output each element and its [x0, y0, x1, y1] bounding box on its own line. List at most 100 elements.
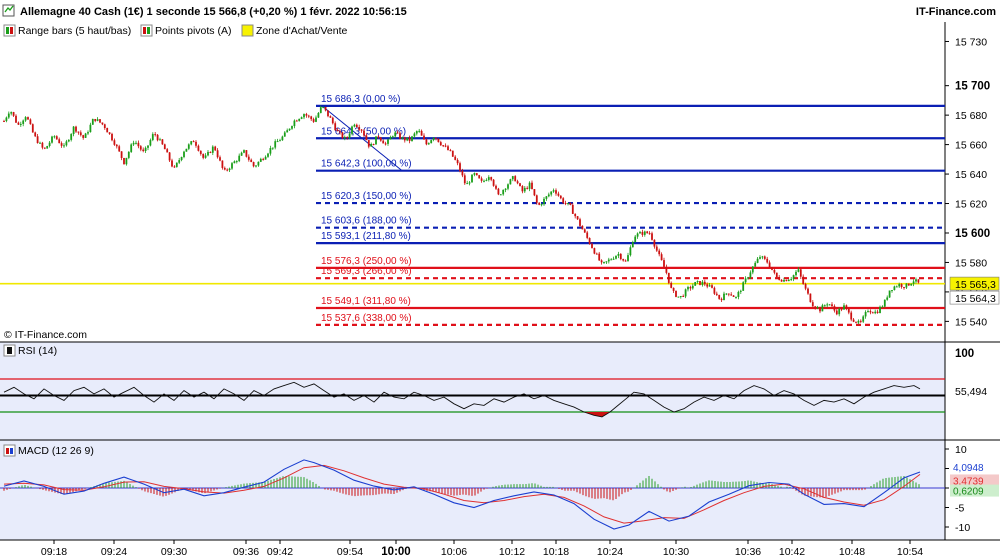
candle-body	[730, 294, 733, 296]
candle-body	[483, 180, 485, 182]
candle-body	[600, 260, 603, 263]
macd-tick-label: 10	[955, 444, 967, 456]
candle-body	[377, 136, 380, 138]
candle-body	[365, 135, 368, 141]
candle-body	[207, 151, 209, 156]
candle-body	[156, 134, 159, 141]
candle-body	[759, 257, 761, 259]
candle-body	[835, 310, 838, 315]
candle-body	[437, 138, 440, 143]
candle-body	[665, 266, 668, 273]
candle-body	[415, 131, 418, 134]
candle-body	[504, 188, 507, 190]
candle-body	[742, 282, 745, 291]
candle-body	[787, 279, 790, 282]
histogram-value-label-tag	[950, 484, 999, 497]
candle-body	[814, 306, 817, 308]
candle-body	[679, 295, 682, 297]
candle-body	[727, 293, 730, 295]
candle-body	[175, 162, 178, 167]
candle-body	[802, 276, 805, 285]
candle-body	[111, 133, 113, 141]
candle-body	[687, 287, 689, 290]
candle-body	[408, 137, 411, 141]
candle-body	[183, 151, 185, 158]
candle-body	[893, 286, 896, 291]
candle-body	[420, 130, 423, 136]
candle-body	[732, 295, 735, 298]
macd-icon	[3, 444, 16, 457]
rsi-tick-label: 100	[955, 348, 974, 360]
candle-body	[185, 148, 188, 152]
candle-body	[75, 126, 77, 132]
rsi-panel: RSI (14) 100 55,494	[0, 341, 1000, 440]
candle-body	[773, 269, 776, 273]
candle-body	[744, 278, 747, 283]
candle-body	[511, 176, 514, 180]
current-price-tag	[949, 276, 1000, 291]
candle-body	[550, 191, 553, 195]
candle-body	[823, 305, 826, 307]
candle-body	[624, 260, 627, 262]
x-tick-label: 10:36	[735, 546, 761, 558]
candle-body	[291, 126, 293, 129]
candle-body	[250, 159, 253, 163]
legend-label-pivot-points: Points pivots (A)	[155, 25, 231, 37]
macd-tick-label: -5	[955, 503, 964, 515]
candle-body	[312, 119, 315, 122]
candle-body	[130, 144, 133, 152]
candle-body	[571, 204, 574, 214]
candle-body	[22, 120, 25, 124]
price-tick-label: 15 580	[955, 257, 987, 269]
x-tick-label: 10:06	[441, 546, 467, 558]
candle-body	[516, 181, 519, 184]
candle-body	[341, 132, 344, 139]
candle-body	[137, 142, 140, 147]
candle-body	[588, 237, 591, 244]
candle-body	[41, 142, 44, 148]
candle-body	[552, 190, 555, 192]
candle-body	[123, 157, 125, 165]
candle-body	[24, 117, 27, 121]
candle-body	[751, 266, 754, 273]
candle-body	[747, 277, 749, 279]
candle-body	[389, 137, 392, 140]
fib-level-label: 15 576,3 (250,00 %)	[321, 256, 412, 267]
candle-body	[247, 156, 250, 160]
rsi-line	[3, 381, 921, 418]
range-bars-icon-bear	[10, 27, 13, 34]
candle-body	[883, 299, 886, 307]
legend-item-buy-sell-zone[interactable]: Zone d'Achat/Vente	[241, 24, 347, 37]
x-tick-label: 09:54	[337, 546, 363, 558]
candle-body	[490, 177, 493, 180]
candle-body	[77, 131, 80, 133]
candle-body	[756, 258, 759, 263]
candle-body	[864, 311, 867, 317]
legend-item-pivot-points[interactable]: Points pivots (A)	[140, 24, 231, 37]
macd-tick-label: -10	[955, 522, 970, 534]
candle-body	[859, 320, 862, 322]
candle-body	[761, 256, 764, 258]
candle-body	[555, 190, 557, 194]
candle-body	[869, 311, 872, 313]
candle-body	[7, 113, 10, 118]
candle-body	[271, 147, 274, 149]
price-panel: 15 730 15 700 15 680 15 660 15 640 15 620 15 6…	[0, 22, 1000, 342]
rsi-icon-fill	[7, 347, 12, 354]
macd-panel: MACD (12 26 9)1050-5-104,09483,47390,620…	[0, 439, 1000, 540]
candle-body	[492, 179, 495, 186]
candle-body	[245, 150, 248, 157]
candle-body	[413, 133, 416, 137]
candle-body	[427, 143, 430, 145]
legend-item-range-bars[interactable]: Range bars (5 haut/bas)	[3, 24, 131, 37]
candle-body	[418, 130, 421, 132]
candle-body	[910, 283, 913, 286]
candle-body	[238, 155, 241, 162]
candle-body	[907, 283, 910, 286]
candle-body	[113, 140, 116, 145]
candle-body	[89, 124, 92, 133]
candle-body	[351, 126, 353, 134]
candle-body	[595, 253, 598, 255]
candle-body	[144, 147, 147, 152]
x-tick-label: 10:42	[779, 546, 805, 558]
